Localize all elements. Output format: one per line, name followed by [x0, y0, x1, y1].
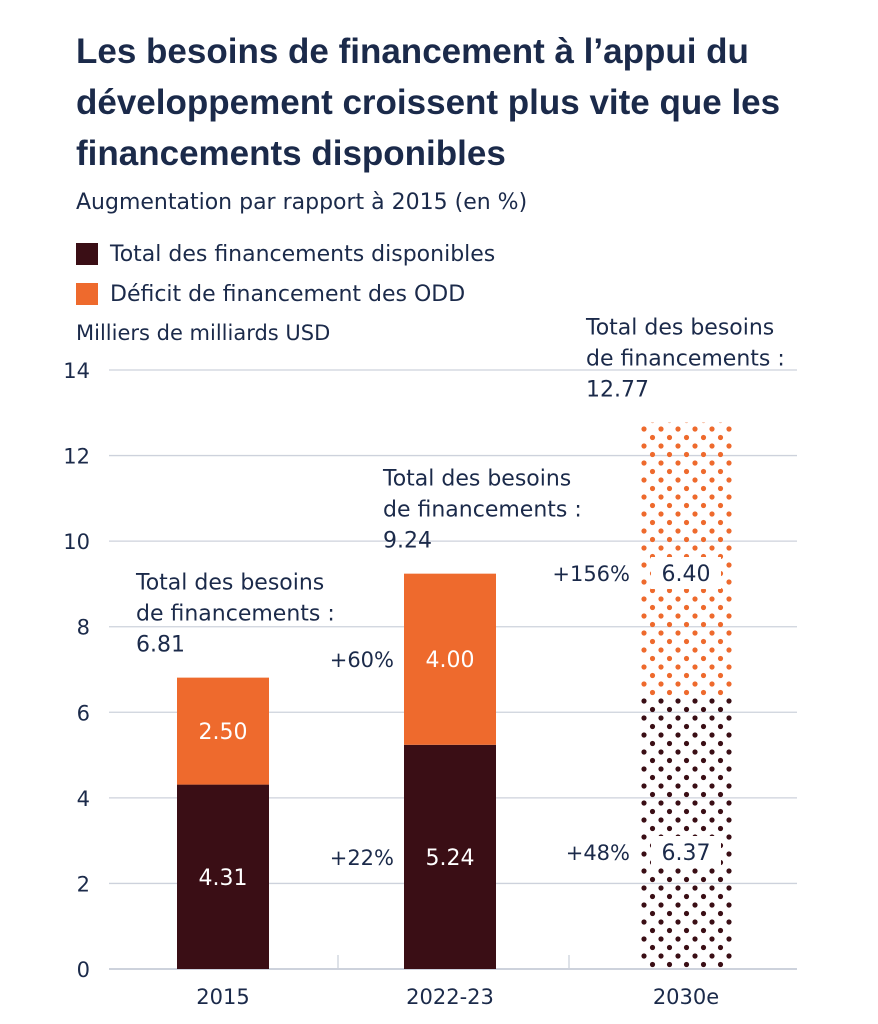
legend-label: Total des financements disponibles — [110, 241, 496, 267]
change-label: +48% — [566, 841, 630, 865]
total-label: de financements : — [383, 498, 582, 523]
y-tick-label: 0 — [77, 958, 90, 982]
legend: Total des financements disponibles Défic… — [76, 234, 495, 314]
change-label: +156% — [552, 562, 630, 586]
total-label: Total des besoins — [135, 571, 324, 596]
change-label: +60% — [330, 648, 394, 672]
value-label: 4.31 — [199, 866, 248, 891]
y-tick-label: 14 — [63, 359, 90, 383]
total-label: Total des besoins — [382, 467, 571, 492]
x-tick-label: 2030e — [653, 985, 719, 1009]
y-tick-label: 4 — [77, 787, 90, 811]
legend-item-available: Total des financements disponibles — [76, 234, 495, 274]
bar-deficit — [177, 677, 269, 785]
legend-item-deficit: Déficit de financement des ODD — [76, 274, 495, 314]
chart-subtitle: Augmentation par rapport à 2015 (en %) — [76, 190, 528, 215]
y-tick-label: 12 — [63, 445, 90, 469]
total-value: 9.24 — [383, 529, 432, 554]
total-label: de financements : — [136, 602, 335, 627]
y-tick-label: 2 — [77, 872, 90, 896]
total-value: 6.81 — [136, 633, 185, 658]
bar-available — [404, 744, 496, 969]
value-label-background — [651, 557, 721, 589]
legend-swatch-available — [76, 243, 98, 265]
bar-deficit — [404, 573, 496, 745]
value-label-background — [651, 836, 721, 868]
legend-label: Déficit de financement des ODD — [110, 281, 466, 307]
bar-available — [640, 696, 732, 969]
y-tick-label: 10 — [63, 530, 90, 554]
change-label: +22% — [330, 846, 394, 870]
value-label: 4.00 — [426, 648, 475, 673]
legend-swatch-deficit — [76, 283, 98, 305]
value-label: 5.24 — [426, 846, 475, 871]
total-label: de financements : — [586, 347, 785, 372]
chart-title: Les besoins de financement à l’appui du … — [76, 32, 781, 173]
value-label: 6.37 — [662, 841, 711, 866]
y-axis-label: Milliers de milliards USD — [76, 321, 330, 345]
x-tick-label: 2015 — [196, 985, 249, 1009]
y-tick-label: 8 — [77, 616, 90, 640]
y-tick-label: 6 — [77, 701, 90, 725]
total-value: 12.77 — [586, 378, 649, 403]
total-label: Total des besoins — [585, 316, 774, 341]
bar-available — [177, 784, 269, 969]
value-label: 2.50 — [199, 720, 248, 745]
value-label: 6.40 — [662, 562, 711, 587]
x-tick-label: 2022-23 — [406, 985, 494, 1009]
